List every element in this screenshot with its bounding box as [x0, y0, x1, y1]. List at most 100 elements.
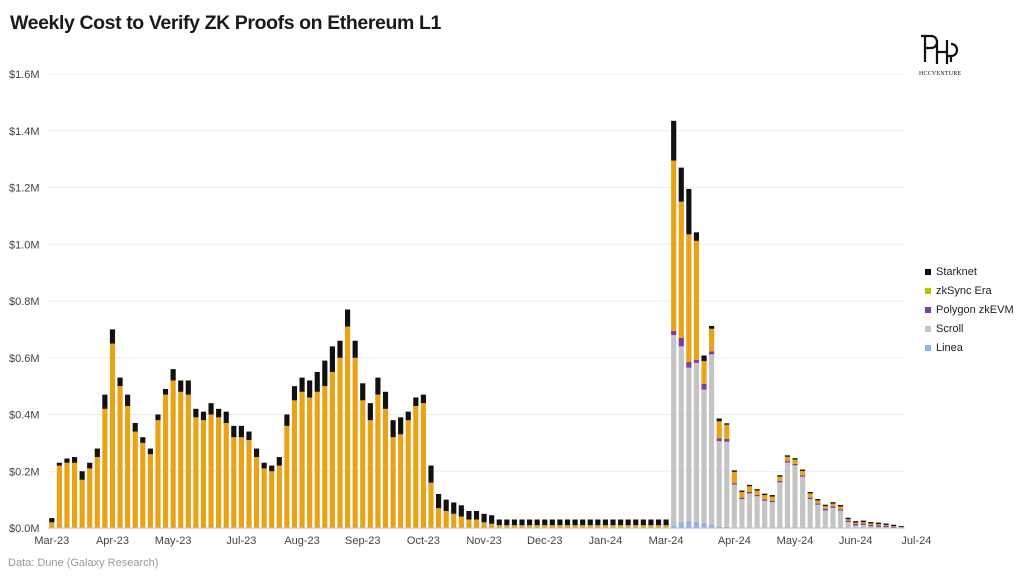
bar-segment-zksync-era: [382, 408, 389, 528]
bar-segment-zksync-era: [860, 522, 866, 524]
bar-segment-zksync-era: [322, 386, 328, 529]
bar-segment-zksync-era: [443, 510, 449, 528]
bar-segment-starknet: [731, 470, 737, 472]
bar-segment-polygon-zkevm: [822, 508, 828, 511]
bar-segment-zksync-era: [557, 525, 563, 528]
bar-segment-zksync-era: [436, 508, 442, 528]
bar-segment-zksync-era: [253, 457, 260, 528]
bar-segment-zksync-era: [572, 525, 578, 528]
bar-segment-starknet: [800, 469, 806, 471]
bar-segment-zksync-era: [891, 526, 897, 527]
bar-segment-starknet: [868, 522, 874, 524]
bar-segment-starknet: [49, 518, 55, 523]
bar-segment-scroll: [860, 524, 866, 528]
bar-segment-zksync-era: [178, 391, 184, 528]
bar-segment-zksync-era: [375, 394, 381, 528]
bar-segment-starknet: [564, 519, 571, 526]
bar-segment-polygon-zkevm: [875, 525, 882, 527]
bar-segment-linea: [678, 522, 684, 528]
bar-series: [49, 120, 904, 529]
bar-segment-polygon-zkevm: [739, 497, 745, 500]
bar-segment-starknet: [390, 420, 396, 438]
bar-segment-polygon-zkevm: [800, 475, 806, 477]
x-tick-label: May-24: [777, 535, 814, 547]
bar-segment-scroll: [709, 354, 715, 525]
bar-segment-starknet: [769, 495, 775, 497]
bar-segment-starknet: [701, 355, 707, 362]
bar-segment-starknet: [71, 457, 78, 463]
bar-segment-starknet: [436, 493, 442, 509]
x-tick-label: Sep-23: [345, 535, 380, 547]
bar-segment-starknet: [56, 462, 62, 466]
bar-segment-polygon-zkevm: [671, 330, 677, 336]
legend-label-polygon-zkevm: Polygon zkEVM: [936, 303, 1014, 316]
legend-label-scroll: Scroll: [936, 323, 964, 336]
bar-segment-starknet: [269, 465, 275, 472]
bar-segment-starknet: [117, 377, 123, 387]
bar-segment-scroll: [754, 496, 760, 528]
bar-segment-starknet: [231, 425, 237, 438]
bar-segment-zksync-era: [49, 522, 55, 528]
bar-segment-starknet: [716, 418, 722, 422]
bar-segment-starknet: [693, 232, 700, 241]
bar-segment-zksync-era: [731, 471, 737, 484]
bar-segment-starknet: [216, 408, 222, 418]
bar-segment-starknet: [170, 369, 176, 381]
bar-segment-zksync-era: [587, 525, 593, 528]
bar-segment-starknet: [140, 437, 146, 443]
bar-segment-zksync-era: [246, 440, 252, 528]
bar-segment-zksync-era: [405, 420, 411, 528]
bar-segment-zksync-era: [822, 506, 828, 509]
bar-segment-zksync-era: [496, 525, 502, 528]
bar-segment-starknet: [466, 510, 472, 520]
y-tick-label: $0.2M: [9, 466, 40, 478]
bar-segment-zksync-era: [762, 495, 768, 500]
bar-segment-scroll: [739, 499, 745, 528]
bar-segment-zksync-era: [739, 491, 745, 498]
bar-segment-zksync-era: [769, 496, 775, 501]
x-tick-label: May-23: [155, 535, 192, 547]
bar-segment-zksync-era: [390, 437, 396, 528]
bar-segment-starknet: [655, 519, 662, 526]
bar-segment-zksync-era: [344, 326, 351, 528]
bar-segment-zksync-era: [701, 361, 707, 384]
bar-segment-starknet: [709, 325, 715, 329]
x-tick-label: Aug-23: [284, 535, 319, 547]
legend-item-linea: Linea: [925, 339, 1014, 358]
bar-segment-zksync-era: [807, 493, 813, 498]
bar-segment-linea: [716, 526, 722, 528]
x-axis-tick-labels: Mar-23 Apr-23 May-23 Jul-23 Aug-23 Sep-23 Oct-…: [34, 535, 931, 547]
bar-segment-zksync-era: [542, 525, 548, 528]
bar-segment-zksync-era: [102, 408, 108, 528]
bar-segment-starknet: [883, 523, 889, 525]
bar-segment-zksync-era: [413, 405, 419, 528]
bar-segment-starknet: [79, 471, 85, 480]
bar-segment-zksync-era: [898, 526, 904, 528]
hccventure-logo: [921, 34, 959, 64]
bar-segment-polygon-zkevm: [898, 527, 904, 528]
bar-segment-scroll: [800, 476, 806, 528]
bar-segment-starknet: [458, 505, 464, 517]
bar-segment-polygon-zkevm: [815, 503, 821, 505]
bar-segment-zksync-era: [193, 417, 199, 528]
bar-segment-polygon-zkevm: [678, 337, 684, 347]
x-tick-label: Jul-23: [226, 535, 256, 547]
bar-segment-zksync-era: [868, 523, 874, 525]
bar-segment-starknet: [299, 377, 305, 392]
bar-segment-zksync-era: [307, 397, 313, 528]
bar-segment-starknet: [337, 340, 343, 358]
bar-segment-zksync-era: [208, 414, 214, 528]
bar-segment-polygon-zkevm: [746, 491, 753, 494]
bar-segment-starknet: [314, 371, 320, 392]
bar-segment-scroll: [837, 510, 844, 528]
bar-segment-starknet: [724, 423, 730, 425]
bar-segment-scroll: [784, 462, 791, 528]
bar-segment-zksync-era: [360, 400, 366, 528]
bar-segment-polygon-zkevm: [883, 525, 889, 528]
bar-segment-zksync-era: [216, 417, 222, 528]
bar-segment-starknet: [633, 519, 639, 526]
bar-segment-starknet: [519, 519, 525, 526]
bar-segment-starknet: [208, 403, 214, 415]
bar-segment-polygon-zkevm: [784, 461, 791, 463]
bar-segment-linea: [709, 524, 715, 528]
